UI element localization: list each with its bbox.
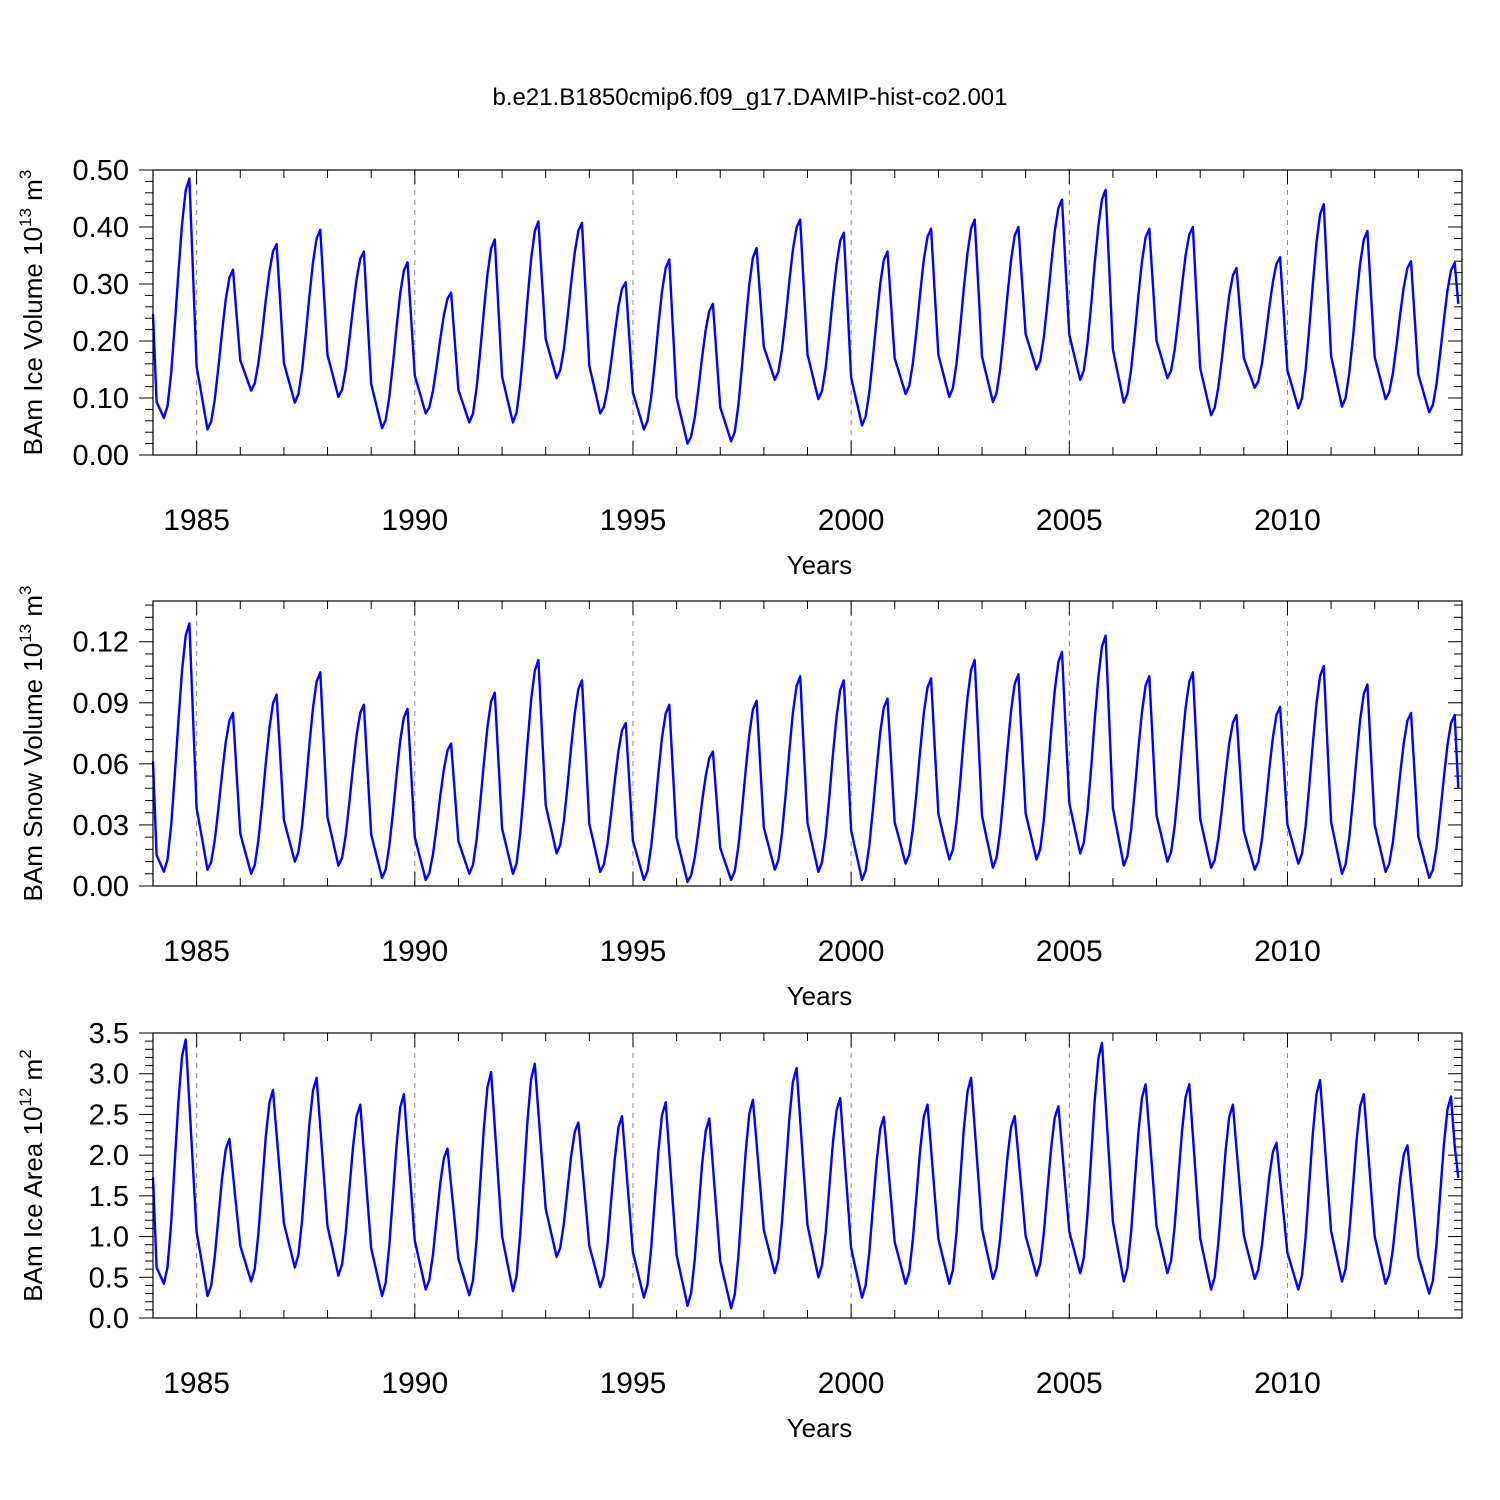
ice-area-plot-frame (152, 1032, 1463, 1319)
ice-area-y-tick-label: 3.0 (89, 1059, 129, 1091)
snow-volume-y-axis-title-ylabel: BAm Snow Volume (18, 672, 48, 902)
ice-area-x-axis-title: Years (787, 1413, 853, 1443)
snow-volume-panel: 0.00 0.03 0.06 0.09 0.12 1985 1990 1995 2000 2005… (16, 586, 1463, 1011)
snow-volume-y-tick-label: 0.09 (73, 688, 129, 720)
snow-volume-series-line (151, 622, 1460, 884)
ice-area-x-tick-label: 1995 (600, 1367, 667, 1400)
ice-volume-x-tick-label: 1985 (163, 504, 230, 537)
ice-volume-y-tick-label: 0.00 (73, 440, 129, 472)
ice-volume-y-axis-title-ylabel-unit-tail: m (18, 179, 48, 208)
ice-volume-y-tick-label: 0.50 (73, 155, 129, 187)
ice-volume-y-axis-title-ylabel-exp1: 13 (16, 208, 35, 227)
snow-volume-plot-frame (152, 600, 1463, 887)
ice-volume-y-tick-label: 0.40 (73, 212, 129, 244)
ice-area-y-axis-title-ylabel-unit: 10 (18, 1107, 48, 1136)
ice-volume-x-tick-label: 2005 (1036, 504, 1103, 537)
ice-volume-y-tick-label: 0.10 (73, 383, 129, 415)
ice-volume-x-tick-label: 2000 (818, 504, 885, 537)
ice-volume-y-axis-title-ylabel-unit: 10 (18, 227, 48, 256)
ice-area-x-tick-label: 2000 (818, 1367, 885, 1400)
snow-volume-y-axis-title-ylabel-unit-tail: m (18, 595, 48, 624)
snow-volume-y-tick-label: 0.00 (73, 871, 129, 903)
ice-area-x-tick-label: 1985 (163, 1367, 230, 1400)
snow-volume-x-tick-label: 2000 (818, 935, 885, 968)
snow-volume-y-tick-label: 0.06 (73, 749, 129, 781)
ice-volume-y-tick-label: 0.30 (73, 269, 129, 301)
ice-area-x-tick-label: 1990 (381, 1367, 448, 1400)
ice-area-y-tick-label: 2.0 (89, 1140, 129, 1172)
snow-volume-x-tick-label: 2005 (1036, 935, 1103, 968)
ice-volume-series-line (151, 177, 1460, 445)
ice-area-y-tick-label: 2.5 (89, 1099, 129, 1131)
ice-area-y-tick-label: 1.5 (89, 1181, 129, 1213)
snow-volume-x-tick-label: 1985 (163, 935, 230, 968)
ice-volume-y-tick-label: 0.20 (73, 326, 129, 358)
ice-area-y-axis-title-ylabel-unit-tail: m (18, 1059, 48, 1088)
snow-volume-y-axis-title-ylabel-exp1: 13 (16, 624, 35, 643)
ice-area-y-tick-label: 0.0 (89, 1303, 129, 1335)
ice-area-x-tick-label: 2005 (1036, 1367, 1103, 1400)
ice-area-x-tick-label: 2010 (1254, 1367, 1321, 1400)
ice-volume-y-axis-title: BAm Ice Volume 1013 m3 (16, 170, 48, 456)
panels: 0.00 0.10 0.20 0.30 0.40 0.50 1985 1990 1995 2000… (16, 155, 1463, 1443)
snow-volume-y-axis-title-ylabel-exp2: 3 (16, 586, 35, 595)
snow-volume-x-tick-label: 1995 (600, 935, 667, 968)
ice-volume-y-axis-title-ylabel: BAm Ice Volume (18, 256, 48, 455)
ice-area-y-axis-title-ylabel-exp2: 2 (16, 1049, 35, 1058)
snow-volume-y-axis-title-ylabel-unit: 10 (18, 643, 48, 672)
ice-area-y-tick-label: 1.0 (89, 1222, 129, 1254)
ice-volume-panel: 0.00 0.10 0.20 0.30 0.40 0.50 1985 1990 1995 2000… (16, 155, 1463, 580)
ice-area-panel: 0.0 0.5 1.0 1.5 2.0 2.5 3.0 3.5 1985 1990 1995 2000… (16, 1018, 1463, 1443)
figure-title: b.e21.B1850cmip6.f09_g17.DAMIP-hist-co2.… (493, 84, 1008, 111)
ice-volume-y-axis-title-ylabel-exp2: 3 (16, 170, 35, 179)
ice-area-y-axis-title-ylabel: BAm Ice Area (18, 1136, 48, 1302)
ice-area-y-axis-title-ylabel-exp1: 12 (16, 1088, 35, 1107)
ice-area-series-line (151, 1038, 1460, 1310)
ice-area-y-axis-title: BAm Ice Area 1012 m2 (16, 1049, 48, 1301)
snow-volume-y-tick-label: 0.03 (73, 810, 129, 842)
snow-volume-y-axis-title: BAm Snow Volume 1013 m3 (16, 586, 48, 902)
snow-volume-y-tick-label: 0.12 (73, 627, 129, 659)
ice-volume-plot-frame (152, 169, 1463, 456)
snow-volume-x-tick-label: 1990 (381, 935, 448, 968)
snow-volume-x-axis-title: Years (787, 981, 853, 1011)
snow-volume-x-tick-label: 2010 (1254, 935, 1321, 968)
ice-volume-x-tick-label: 1995 (600, 504, 667, 537)
ice-area-y-tick-label: 3.5 (89, 1018, 129, 1050)
ice-area-y-tick-label: 0.5 (89, 1262, 129, 1294)
ice-volume-x-tick-label: 2010 (1254, 504, 1321, 537)
ice-volume-x-tick-label: 1990 (381, 504, 448, 537)
ice-volume-x-axis-title: Years (787, 550, 853, 580)
